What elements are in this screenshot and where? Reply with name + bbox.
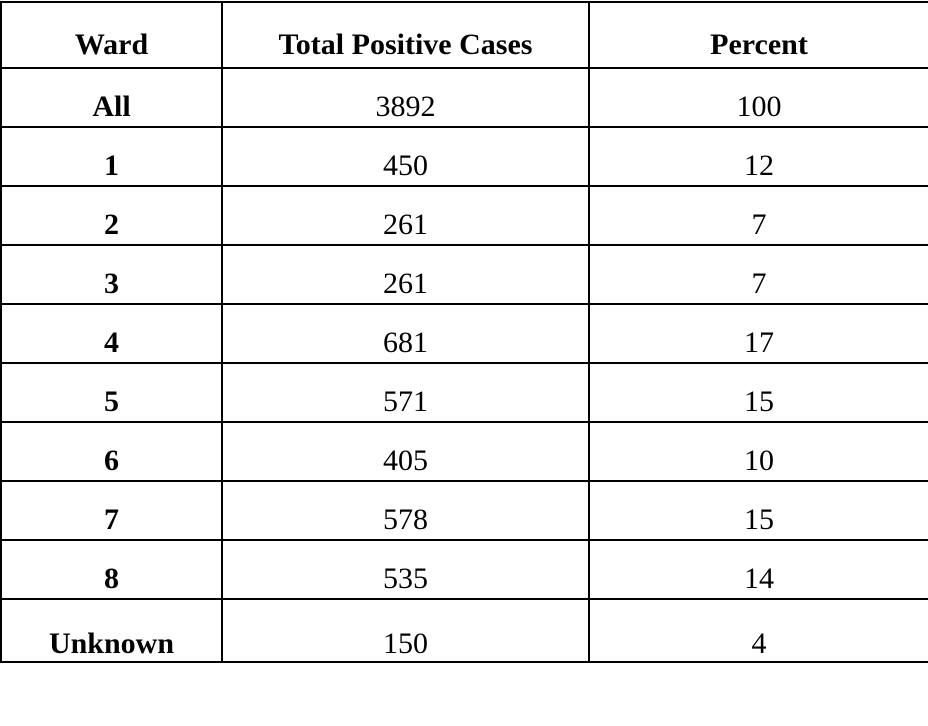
table-row: 8 535 14 [0,539,928,600]
table-row: All 3892 100 [0,67,928,128]
ward-cell: 5 [0,362,223,423]
total-cell: 450 [221,126,590,187]
ward-cell: 1 [0,126,223,187]
ward-cell: 7 [0,480,223,541]
total-cell: 261 [221,244,590,305]
percent-cell: 7 [588,185,928,246]
percent-cell: 4 [588,598,928,663]
ward-cell: 8 [0,539,223,600]
total-cell: 405 [221,421,590,482]
header-total-positive-cases: Total Positive Cases [221,1,590,69]
total-cell: 3892 [221,67,590,128]
table-row: 3 261 7 [0,244,928,305]
total-cell: 578 [221,480,590,541]
ward-cell: All [0,67,223,128]
table-row: 1 450 12 [0,126,928,187]
table-header-row: Ward Total Positive Cases Percent [0,1,928,69]
ward-cell: 4 [0,303,223,364]
ward-cell: 3 [0,244,223,305]
header-ward: Ward [0,1,223,69]
percent-cell: 10 [588,421,928,482]
total-cell: 261 [221,185,590,246]
ward-cell: 2 [0,185,223,246]
percent-cell: 7 [588,244,928,305]
table-row: 4 681 17 [0,303,928,364]
ward-cell: Unknown [0,598,223,663]
percent-cell: 15 [588,480,928,541]
total-cell: 535 [221,539,590,600]
cases-by-ward-table: Ward Total Positive Cases Percent All 38… [0,1,928,663]
percent-cell: 100 [588,67,928,128]
percent-cell: 14 [588,539,928,600]
table-row: 6 405 10 [0,421,928,482]
header-percent: Percent [588,1,928,69]
percent-cell: 12 [588,126,928,187]
table-row: 2 261 7 [0,185,928,246]
total-cell: 571 [221,362,590,423]
percent-cell: 15 [588,362,928,423]
percent-cell: 17 [588,303,928,364]
table-row: 5 571 15 [0,362,928,423]
total-cell: 150 [221,598,590,663]
table-row: 7 578 15 [0,480,928,541]
table-row: Unknown 150 4 [0,598,928,663]
ward-cell: 6 [0,421,223,482]
total-cell: 681 [221,303,590,364]
